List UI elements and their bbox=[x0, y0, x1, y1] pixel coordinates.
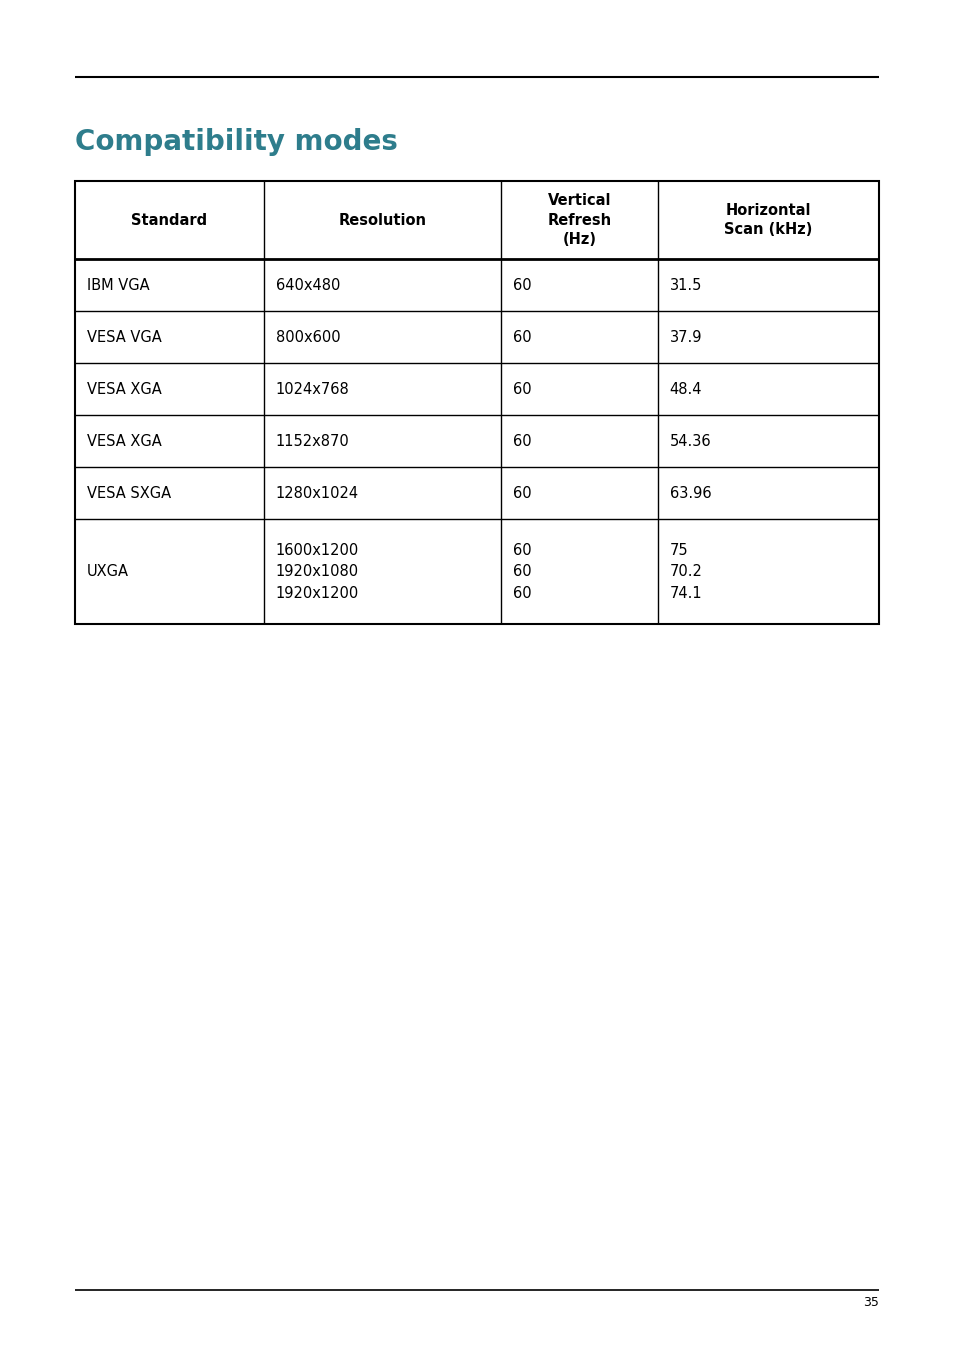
Text: Vertical
Refresh
(Hz): Vertical Refresh (Hz) bbox=[547, 193, 611, 247]
Text: 48.4: 48.4 bbox=[669, 381, 701, 396]
Text: 60: 60 bbox=[513, 485, 531, 500]
Text: UXGA: UXGA bbox=[87, 564, 129, 579]
Text: 60: 60 bbox=[513, 330, 531, 345]
Text: 35: 35 bbox=[862, 1295, 878, 1309]
Text: Compatibility modes: Compatibility modes bbox=[75, 128, 397, 157]
Text: 1600x1200
1920x1080
1920x1200: 1600x1200 1920x1080 1920x1200 bbox=[275, 542, 358, 600]
Text: 60
60
60: 60 60 60 bbox=[513, 542, 531, 600]
Bar bbox=[75, 181, 878, 625]
Text: 1280x1024: 1280x1024 bbox=[275, 485, 358, 500]
Text: 60: 60 bbox=[513, 381, 531, 396]
Text: VESA XGA: VESA XGA bbox=[87, 381, 162, 396]
Text: 75
70.2
74.1: 75 70.2 74.1 bbox=[669, 542, 701, 600]
Text: 1024x768: 1024x768 bbox=[275, 381, 349, 396]
Text: VESA XGA: VESA XGA bbox=[87, 434, 162, 449]
Text: 60: 60 bbox=[513, 434, 531, 449]
Text: 640x480: 640x480 bbox=[275, 277, 340, 292]
Text: 37.9: 37.9 bbox=[669, 330, 701, 345]
Text: Horizontal
Scan (kHz): Horizontal Scan (kHz) bbox=[723, 203, 811, 237]
Text: 54.36: 54.36 bbox=[669, 434, 711, 449]
Text: Resolution: Resolution bbox=[338, 212, 426, 227]
Text: 63.96: 63.96 bbox=[669, 485, 711, 500]
Text: VESA SXGA: VESA SXGA bbox=[87, 485, 171, 500]
Text: 60: 60 bbox=[513, 277, 531, 292]
Text: Standard: Standard bbox=[132, 212, 207, 227]
Text: IBM VGA: IBM VGA bbox=[87, 277, 150, 292]
Text: 1152x870: 1152x870 bbox=[275, 434, 349, 449]
Text: 800x600: 800x600 bbox=[275, 330, 340, 345]
Text: VESA VGA: VESA VGA bbox=[87, 330, 162, 345]
Text: 31.5: 31.5 bbox=[669, 277, 701, 292]
